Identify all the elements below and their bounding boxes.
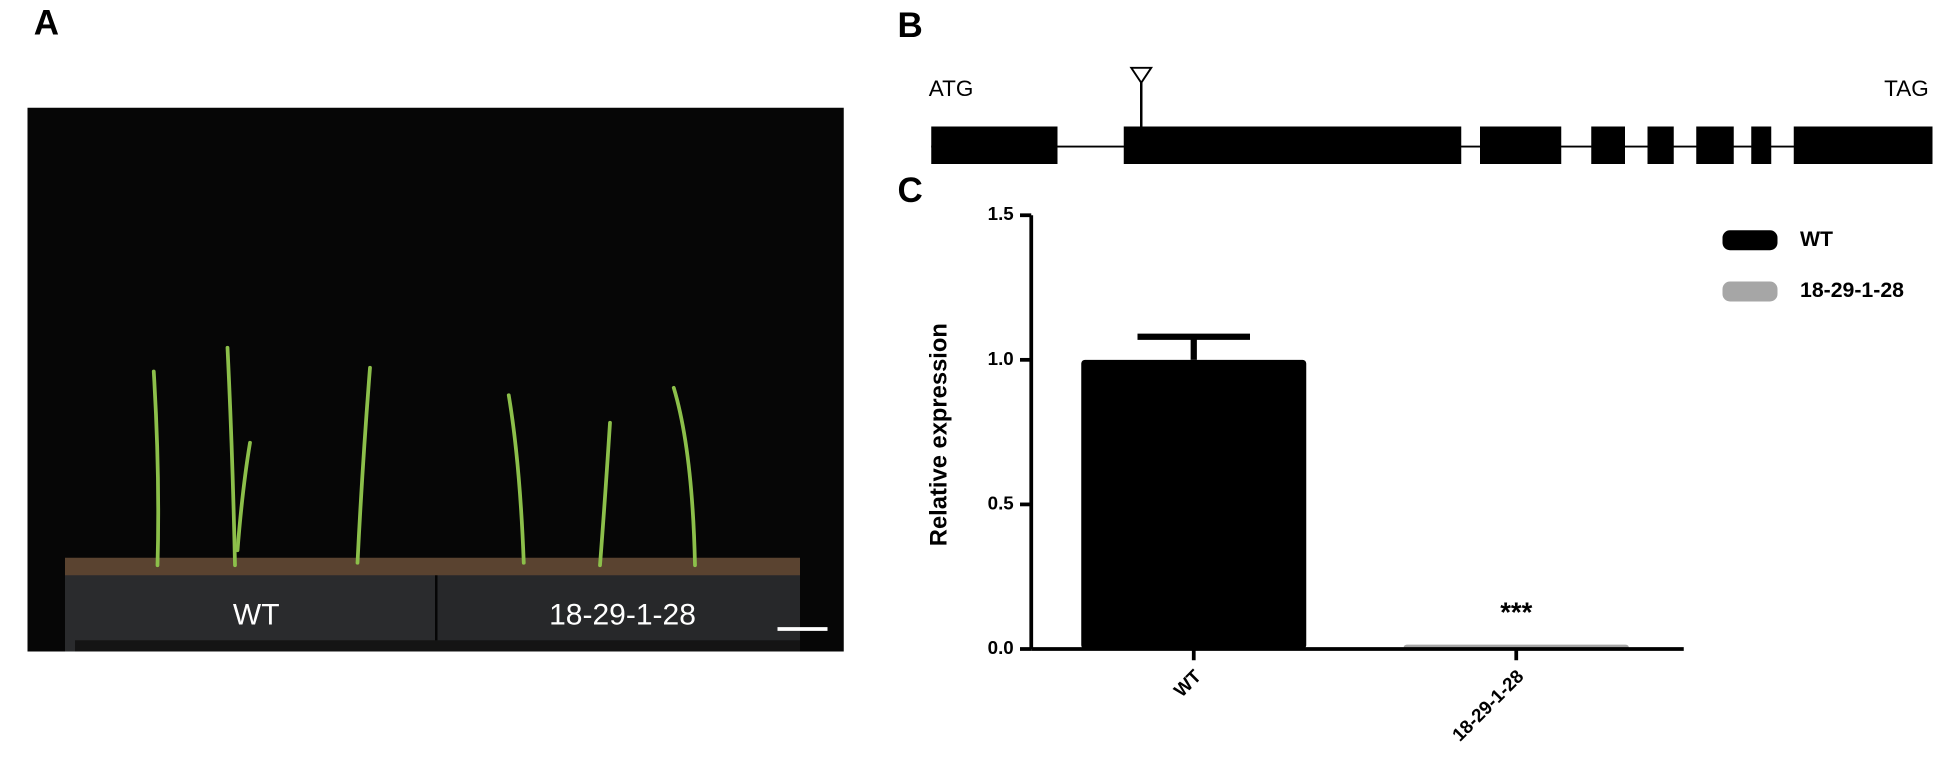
x-tick-label: 18-29-1-28 bbox=[1448, 665, 1528, 745]
photo-label: 18-29-1-28 bbox=[549, 598, 696, 631]
x-tick-label: WT bbox=[1170, 665, 1206, 701]
stop-codon: TAG bbox=[1884, 76, 1929, 101]
y-tick-label: 0.0 bbox=[988, 637, 1014, 658]
pot-rim bbox=[75, 640, 800, 652]
legend-label: 18-29-1-28 bbox=[1800, 278, 1904, 302]
panel-label: A bbox=[34, 4, 59, 43]
seedlings bbox=[151, 345, 697, 568]
exon bbox=[1591, 126, 1625, 164]
pot bbox=[437, 565, 800, 652]
bar bbox=[1081, 359, 1307, 649]
photo: WT 18-29-1-28 bbox=[27, 107, 844, 652]
exon bbox=[1793, 126, 1933, 164]
panel-label: B bbox=[898, 6, 923, 45]
exons bbox=[931, 126, 1933, 164]
start-codon: ATG bbox=[929, 76, 974, 101]
legend-swatch bbox=[1722, 281, 1778, 302]
exon bbox=[931, 126, 1058, 164]
panel-label: C bbox=[898, 171, 923, 210]
y-tick-label: 1.0 bbox=[988, 348, 1014, 369]
y-tick-label: 0.5 bbox=[988, 492, 1014, 513]
exon bbox=[1751, 126, 1772, 164]
pot bbox=[65, 565, 435, 652]
soil bbox=[65, 557, 800, 576]
y-tick-label: 1.5 bbox=[988, 203, 1014, 224]
insertion-marker bbox=[1129, 66, 1154, 85]
exon bbox=[1480, 126, 1562, 164]
y-axis-label: Relative expression bbox=[925, 323, 952, 546]
significance: *** bbox=[1500, 596, 1532, 627]
photo-label: WT bbox=[233, 598, 280, 631]
exon bbox=[1123, 126, 1462, 164]
gene-diagram: ATG TAG bbox=[929, 66, 1933, 164]
exon bbox=[1696, 126, 1734, 164]
legend-label: WT bbox=[1800, 227, 1833, 251]
exon bbox=[1647, 126, 1674, 164]
legend-swatch bbox=[1722, 230, 1778, 251]
